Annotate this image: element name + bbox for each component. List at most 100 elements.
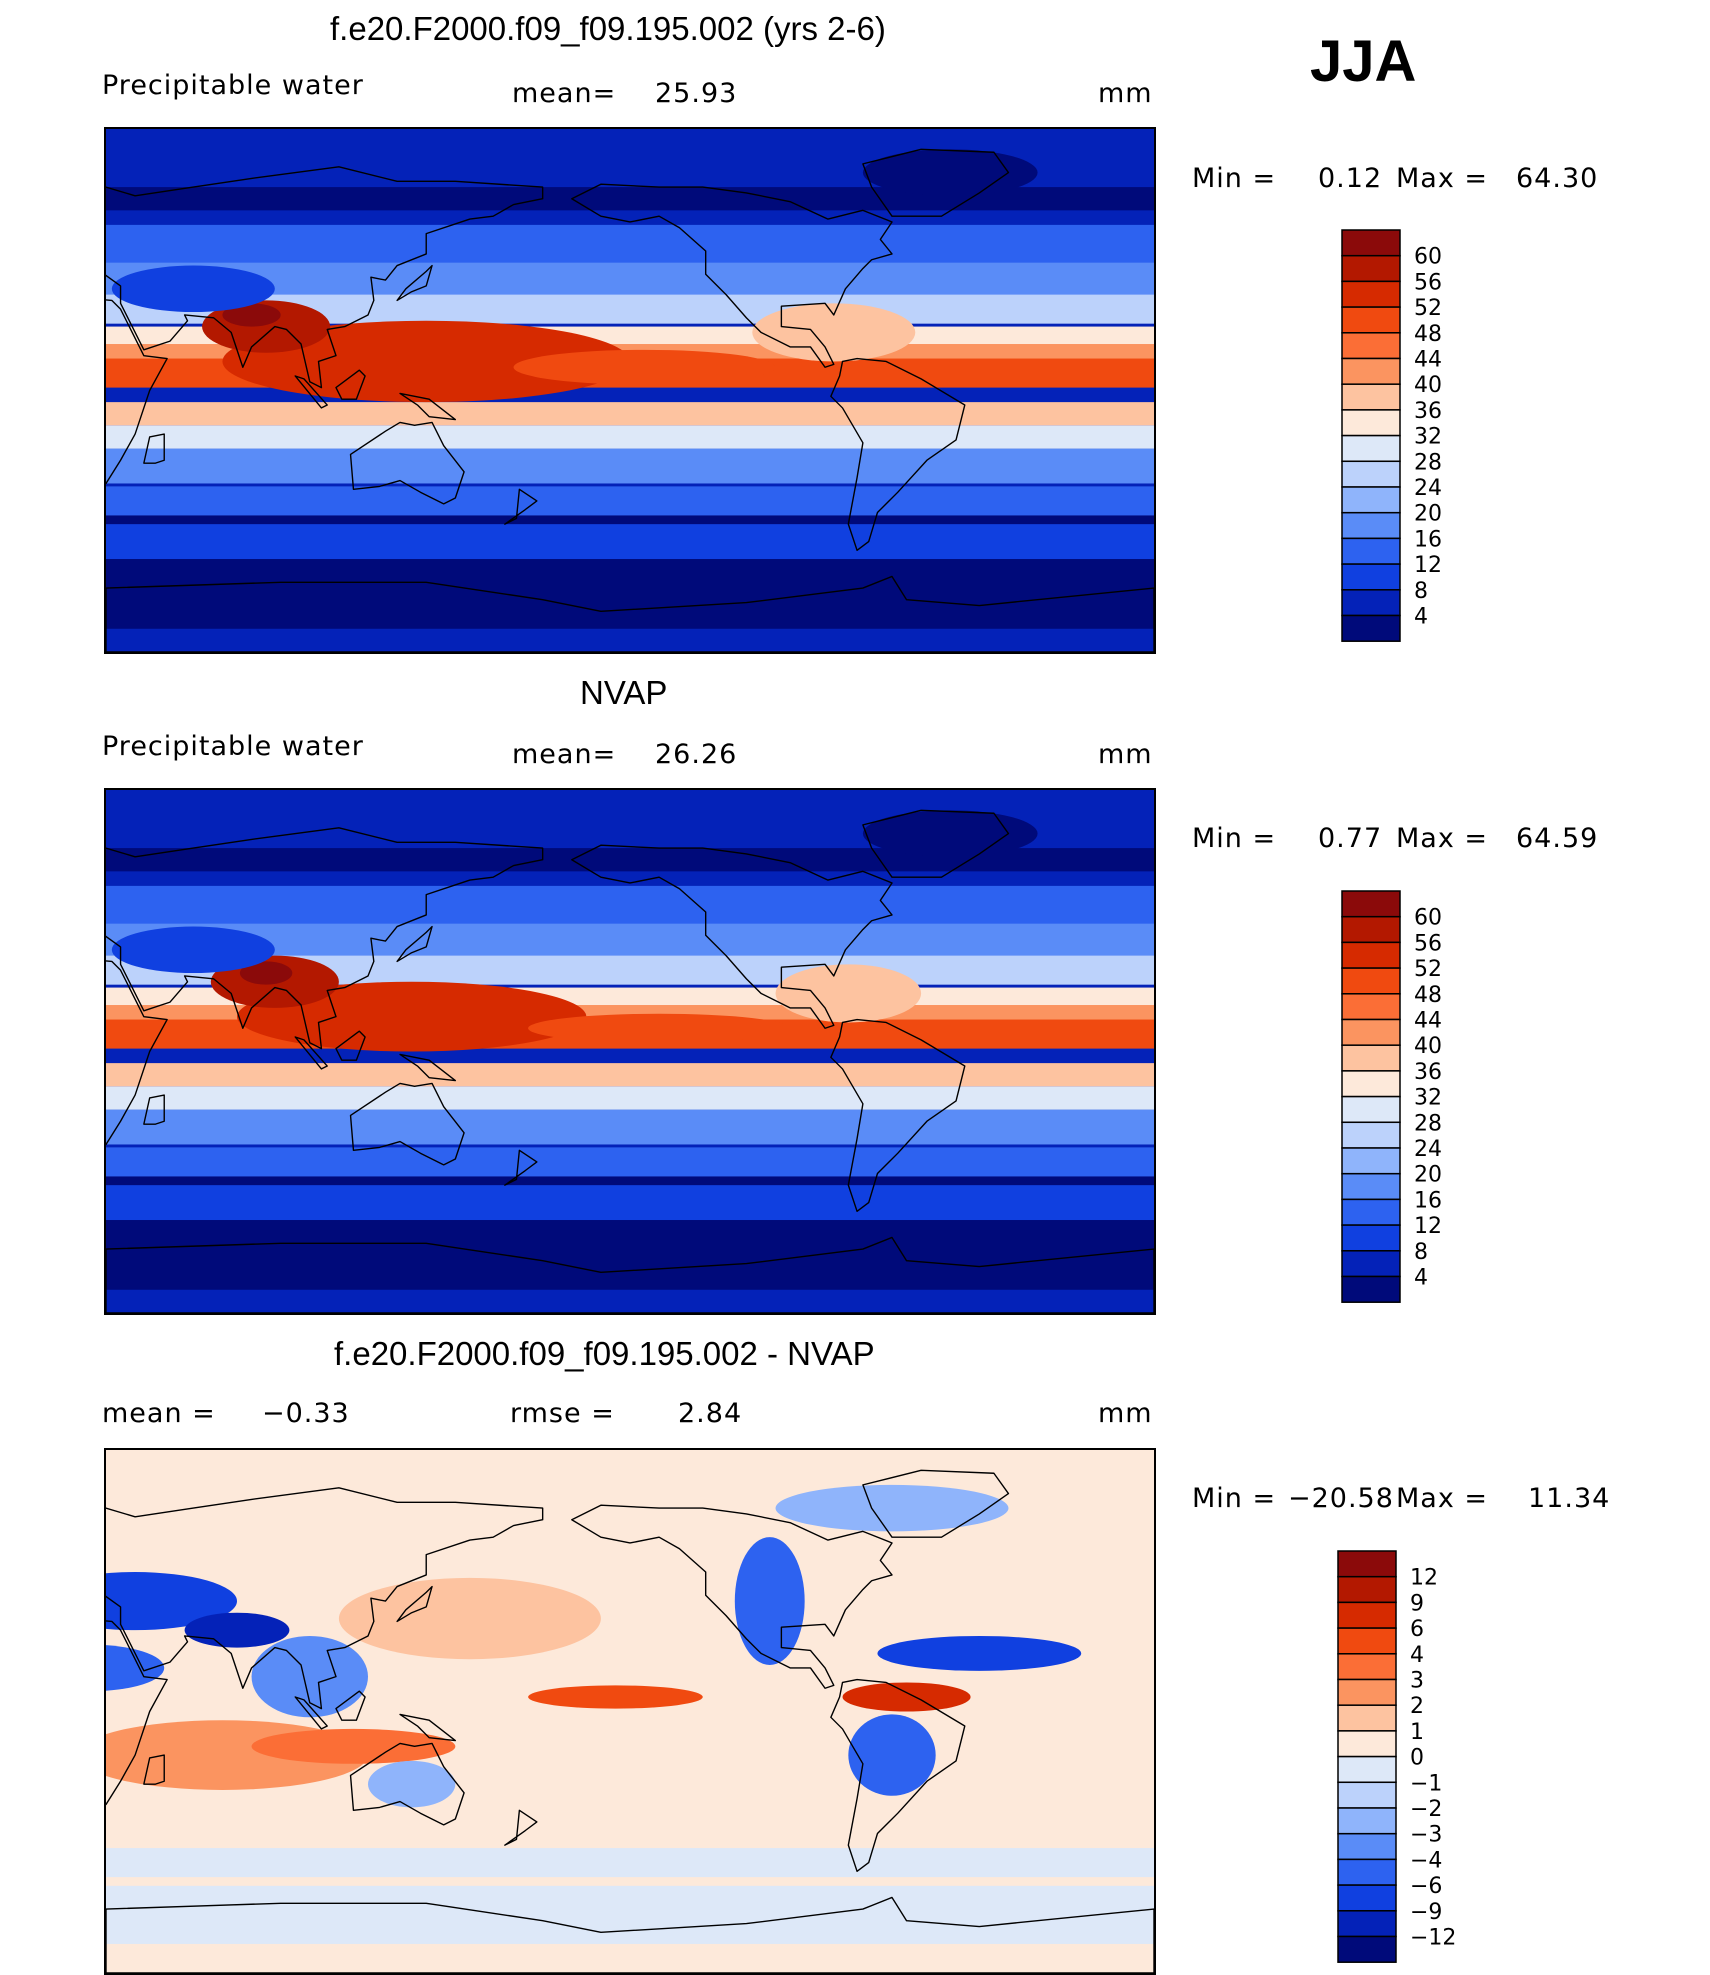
- colorbar-box: [1341, 1250, 1401, 1278]
- panel1-units: mm: [1098, 78, 1153, 109]
- colorbar-box: [1341, 434, 1401, 463]
- colorbar-box: [1341, 915, 1401, 944]
- colorbar-tick-label: 12: [1414, 553, 1442, 578]
- colorbar-box: [1341, 409, 1401, 437]
- field-band: [106, 425, 1154, 449]
- panel1-mean-label: mean=: [512, 78, 617, 109]
- field-contour: [111, 926, 275, 974]
- coastline: [335, 369, 366, 400]
- colorbar-tick-label: 52: [1414, 957, 1442, 982]
- field-band: [106, 1185, 1154, 1221]
- coastline: [349, 1742, 465, 1826]
- colorbar-tick-label: 60: [1414, 906, 1442, 931]
- field-contour: [877, 1635, 1082, 1671]
- colorbar-box: [1337, 1550, 1397, 1578]
- colorbar-tick-label: −2: [1410, 1797, 1442, 1822]
- panel1-max-label: Max =: [1396, 163, 1489, 194]
- colorbar-box: [1341, 941, 1401, 969]
- coastline: [106, 1236, 1154, 1313]
- panel1-min-label: Min =: [1192, 163, 1277, 194]
- panel3-mean-value: −0.33: [262, 1398, 350, 1429]
- colorbar-box: [1341, 1198, 1401, 1226]
- colorbar-box: [1341, 589, 1401, 617]
- colorbar-tick-label: 28: [1414, 1111, 1442, 1136]
- colorbar-box: [1341, 1275, 1401, 1303]
- colorbar-tick-label: 1: [1410, 1720, 1424, 1745]
- colorbar-tick-label: 36: [1414, 1060, 1442, 1085]
- panel2-mean-label: mean=: [512, 739, 617, 770]
- coastline: [106, 166, 544, 389]
- field-band: [106, 486, 1154, 516]
- field-band: [106, 1147, 1154, 1177]
- colorbar-box: [1341, 1070, 1401, 1098]
- coastline: [106, 1620, 168, 1806]
- colorbar-box: [1337, 1730, 1397, 1758]
- colorbar-tick-label: −1: [1410, 1771, 1442, 1796]
- field-contour: [106, 1645, 165, 1691]
- colorbar-box: [1341, 890, 1401, 918]
- colorbar-box: [1341, 1147, 1401, 1175]
- field-contour: [222, 320, 630, 403]
- colorbar-tick-label: 36: [1414, 399, 1442, 424]
- field-band: [106, 885, 1154, 927]
- field-contour: [111, 265, 275, 313]
- panel1-max-value: 64.30: [1516, 163, 1599, 194]
- panel1-variable-label: Precipitable water: [102, 70, 364, 101]
- panel2-variable-label: Precipitable water: [102, 731, 364, 762]
- colorbar-box: [1337, 1781, 1397, 1809]
- colorbar-box: [1341, 537, 1401, 565]
- colorbar-box: [1337, 1910, 1397, 1938]
- field-band: [106, 262, 1154, 298]
- colorbar-tick-label: 44: [1414, 348, 1442, 373]
- colorbar-tick-label: 4: [1414, 605, 1428, 630]
- coastline: [396, 264, 433, 302]
- colorbar-box: [1341, 357, 1401, 385]
- field-contour: [842, 1682, 971, 1712]
- colorbar-tick-label: 6: [1410, 1617, 1424, 1642]
- colorbar-tick-label: 20: [1414, 1163, 1442, 1188]
- coastline: [399, 1713, 457, 1742]
- colorbar-tick-label: 24: [1414, 476, 1442, 501]
- panel1-title: f.e20.F2000.f09_f09.195.002 (yrs 2-6): [330, 10, 886, 47]
- field-band: [106, 1109, 1154, 1145]
- panel1-min-value: 0.12: [1318, 163, 1383, 194]
- colorbar-box: [1341, 332, 1401, 360]
- panel3-max-value: 11.34: [1528, 1483, 1611, 1514]
- colorbar-box: [1341, 1044, 1401, 1072]
- colorbar-tick-label: 2: [1410, 1694, 1424, 1719]
- colorbar-tick-label: 12: [1414, 1214, 1442, 1239]
- colorbar-tick-label: 9: [1410, 1591, 1424, 1616]
- panel2-min-value: 0.77: [1318, 823, 1383, 854]
- colorbar-tick-label: 56: [1414, 270, 1442, 295]
- colorbar-box: [1341, 254, 1401, 283]
- coastline: [830, 357, 966, 552]
- panel3-min-value: −20.58: [1288, 1483, 1394, 1514]
- colorbar-box: [1341, 486, 1401, 514]
- panel2-map: [104, 788, 1156, 1315]
- colorbar-tick-label: −4: [1410, 1848, 1442, 1873]
- colorbar-tick-label: −9: [1410, 1900, 1442, 1925]
- coastline: [106, 1896, 1154, 1973]
- colorbar-box: [1337, 1627, 1397, 1655]
- coastline: [294, 375, 328, 409]
- colorbar-tick-label: 40: [1414, 373, 1442, 398]
- panel3-rmse-label: rmse =: [510, 1398, 615, 1429]
- coastline: [862, 809, 1010, 878]
- coastline: [143, 1094, 165, 1125]
- coastline: [143, 1754, 165, 1785]
- field-band: [106, 1063, 1154, 1087]
- coastline: [349, 1082, 465, 1166]
- colorbar-tick-label: −6: [1410, 1874, 1442, 1899]
- panel2-title: NVAP: [580, 674, 668, 711]
- colorbar-box: [1341, 1224, 1401, 1252]
- coastline: [335, 1690, 366, 1721]
- field-contour: [862, 810, 1038, 857]
- field-contour: [239, 961, 293, 985]
- field-band: [106, 923, 1154, 959]
- panel3-max-label: Max =: [1396, 1483, 1489, 1514]
- colorbar-box: [1341, 511, 1401, 540]
- colorbar-box: [1337, 1884, 1397, 1912]
- coastline: [862, 148, 1010, 217]
- colorbar-tick-label: 48: [1414, 322, 1442, 347]
- colorbar-box: [1341, 614, 1401, 642]
